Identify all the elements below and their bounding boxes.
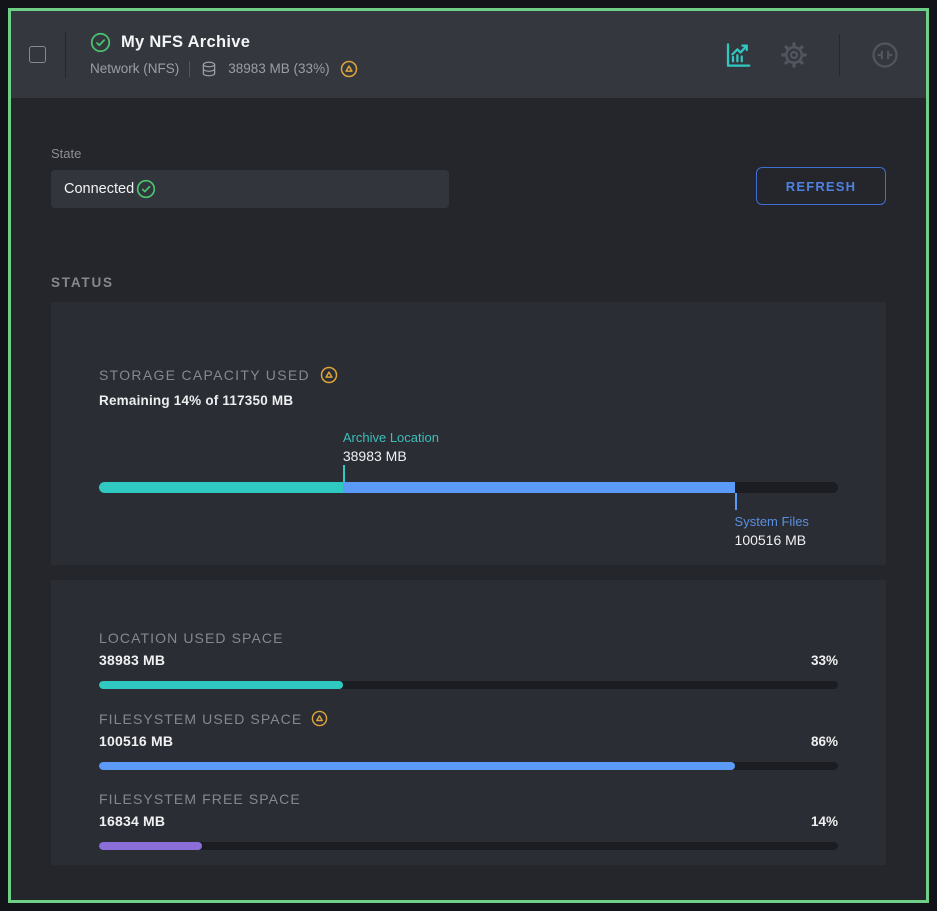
space-meters-card: LOCATION USED SPACE 38983 MB 33% FILESYS… [51,580,886,865]
system-tick [734,493,737,511]
archive-type-label: Network (NFS) [90,61,180,76]
analytics-chart-icon[interactable] [723,40,753,70]
system-annotation: System Files 100516 MB [735,514,838,548]
nfs-archive-panel: My NFS Archive Network (NFS) 38983 MB (3… [8,8,929,903]
state-value: Connected [64,181,135,197]
warning-icon [340,60,358,78]
state-label: State [51,146,82,161]
location-used-meter: LOCATION USED SPACE 38983 MB 33% [99,630,838,689]
filesystem-free-value: 16834 MB [99,813,166,829]
header: My NFS Archive Network (NFS) 38983 MB (3… [11,11,926,98]
capacity-remaining: Remaining 14% of 117350 MB [99,393,294,408]
system-files-label: System Files [734,514,809,530]
disconnect-icon[interactable] [870,40,900,70]
page-title: My NFS Archive [121,32,251,51]
archive-tick [342,465,345,483]
title-block: My NFS Archive Network (NFS) 38983 MB (3… [90,32,723,78]
capacity-bar [99,482,838,494]
system-files-value: 100516 MB [734,531,807,548]
capacity-title: STORAGE CAPACITY USED [99,367,310,383]
location-used-value: 38983 MB [99,652,166,668]
filesystem-used-label: FILESYSTEM USED SPACE [99,710,303,727]
filesystem-used-meter: FILESYSTEM USED SPACE 100516 MB 86% [99,710,838,770]
capacity-warning-icon [320,366,338,384]
header-divider [65,31,66,78]
header-actions [723,33,900,76]
filesystem-free-label: FILESYSTEM FREE SPACE [99,791,301,807]
storage-capacity-card: STORAGE CAPACITY USED Remaining 14% of 1… [51,302,886,565]
archive-location-label: Archive Location [342,430,439,445]
subtitle-separator [189,60,191,77]
filesystem-used-bar [99,762,838,770]
status-section-title: STATUS [51,275,114,290]
location-used-label: LOCATION USED SPACE [99,630,284,646]
check-circle-icon [90,32,111,53]
filesystem-free-fill [99,842,203,850]
actions-divider [839,33,840,76]
location-used-bar [99,681,838,689]
state-field: Connected [51,170,449,208]
connected-check-icon [136,179,156,199]
archive-annotation: Archive Location 38983 MB [343,430,838,464]
filesystem-used-value: 100516 MB [99,733,174,749]
location-used-percent: 33% [810,653,838,668]
filesystem-warning-icon [311,710,328,727]
refresh-button[interactable]: REFRESH [756,167,886,205]
database-icon [200,60,218,78]
gear-icon[interactable] [779,40,809,70]
main-content: State Connected REFRESH STATUS STORAGE C… [11,98,926,900]
archive-segment [99,482,343,494]
capacity-chart: Archive Location 38983 MB System Files 1… [99,430,838,549]
usage-label: 38983 MB (33%) [228,61,330,76]
system-segment [342,482,735,494]
filesystem-free-meter: FILESYSTEM FREE SPACE 16834 MB 14% [99,791,838,850]
location-used-fill [99,681,343,689]
state-row: State Connected REFRESH [51,146,886,208]
filesystem-free-bar [99,842,838,850]
filesystem-free-percent: 14% [810,814,838,829]
select-checkbox[interactable] [29,46,46,63]
filesystem-used-fill [99,762,735,770]
archive-location-value: 38983 MB [342,447,407,464]
filesystem-used-percent: 86% [810,734,838,749]
